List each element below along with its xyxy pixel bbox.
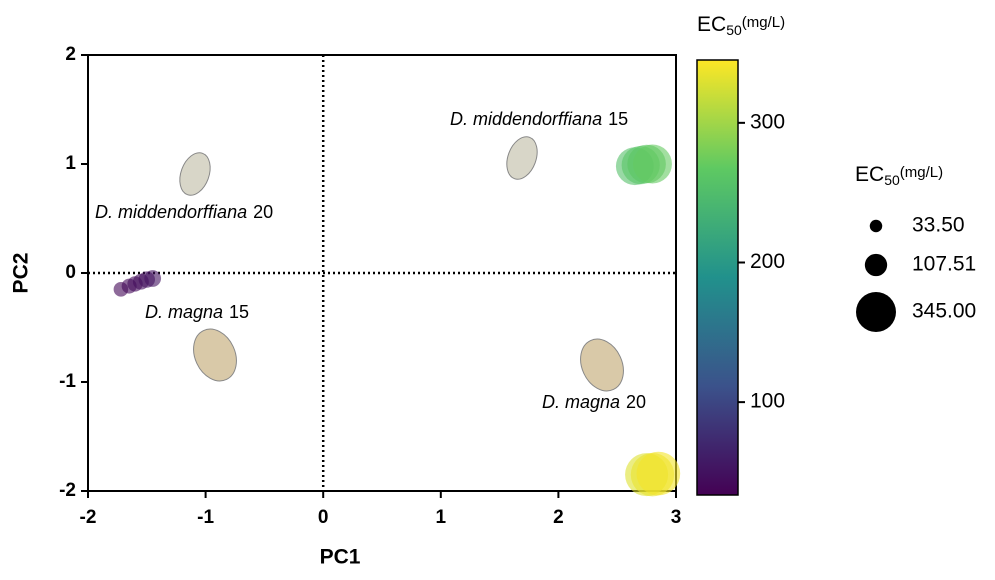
size-legend-marker bbox=[856, 292, 896, 332]
colorbar-tick-label: 200 bbox=[750, 250, 785, 273]
daphnia-icon bbox=[506, 136, 538, 180]
annotation: D. middendorffiana 15 bbox=[450, 109, 628, 129]
colorbar-title: EC50(mg/L) bbox=[697, 13, 785, 38]
size-legend-title: EC50(mg/L) bbox=[855, 163, 943, 188]
annotation-number: 20 bbox=[253, 202, 273, 222]
point bbox=[633, 144, 672, 184]
daphnia-icon bbox=[580, 338, 624, 392]
x-tick-label: 0 bbox=[318, 507, 329, 528]
annotation-number: 20 bbox=[626, 392, 646, 412]
point bbox=[636, 451, 681, 496]
colorbar-tick-label: 300 bbox=[750, 110, 785, 133]
colorbar-title-sub: 50 bbox=[726, 22, 742, 38]
x-tick-label: -2 bbox=[80, 507, 97, 528]
annotation-number: 15 bbox=[229, 302, 249, 322]
annotation-number: 15 bbox=[608, 109, 628, 129]
x-tick-label: 1 bbox=[436, 507, 447, 528]
size-legend-marker bbox=[869, 219, 883, 233]
size-legend-marker bbox=[864, 253, 888, 277]
daphnia-icon bbox=[179, 152, 211, 196]
colorbar-tick-label: 100 bbox=[750, 390, 785, 413]
y-axis-label: PC2 bbox=[10, 253, 33, 294]
daphnia-icon bbox=[193, 328, 237, 382]
y-tick-label: -2 bbox=[59, 480, 76, 501]
y-tick-label: 1 bbox=[65, 153, 76, 174]
colorbar-title-unit: (mg/L) bbox=[742, 14, 785, 31]
x-tick-label: -1 bbox=[197, 507, 214, 528]
size-legend-label: 345.00 bbox=[912, 300, 976, 323]
x-tick-label: 2 bbox=[553, 507, 564, 528]
annotation: D. middendorffiana 20 bbox=[95, 202, 273, 222]
size-legend-label: 33.50 bbox=[912, 214, 965, 237]
point bbox=[144, 270, 162, 287]
x-tick-label: 3 bbox=[671, 507, 682, 528]
annotation-species: D. middendorffiana bbox=[95, 202, 247, 222]
colorbar-title-main: EC bbox=[697, 13, 726, 36]
annotation: D. magna 15 bbox=[145, 302, 249, 322]
x-axis-label: PC1 bbox=[320, 546, 361, 569]
y-tick-label: -1 bbox=[59, 371, 76, 392]
y-tick-label: 2 bbox=[65, 44, 76, 65]
colorbar bbox=[696, 59, 739, 496]
annotation-species: D. magna bbox=[542, 392, 620, 412]
daphnia-icons bbox=[179, 136, 624, 392]
annotation-species: D. middendorffiana bbox=[450, 109, 602, 129]
size-legend-title-main: EC bbox=[855, 163, 884, 186]
size-legend-title-unit: (mg/L) bbox=[900, 164, 943, 181]
annotation: D. magna 20 bbox=[542, 392, 646, 412]
y-tick-label: 0 bbox=[65, 262, 76, 283]
annotation-species: D. magna bbox=[145, 302, 223, 322]
size-legend-label: 107.51 bbox=[912, 253, 976, 276]
size-legend-title-sub: 50 bbox=[884, 172, 900, 188]
